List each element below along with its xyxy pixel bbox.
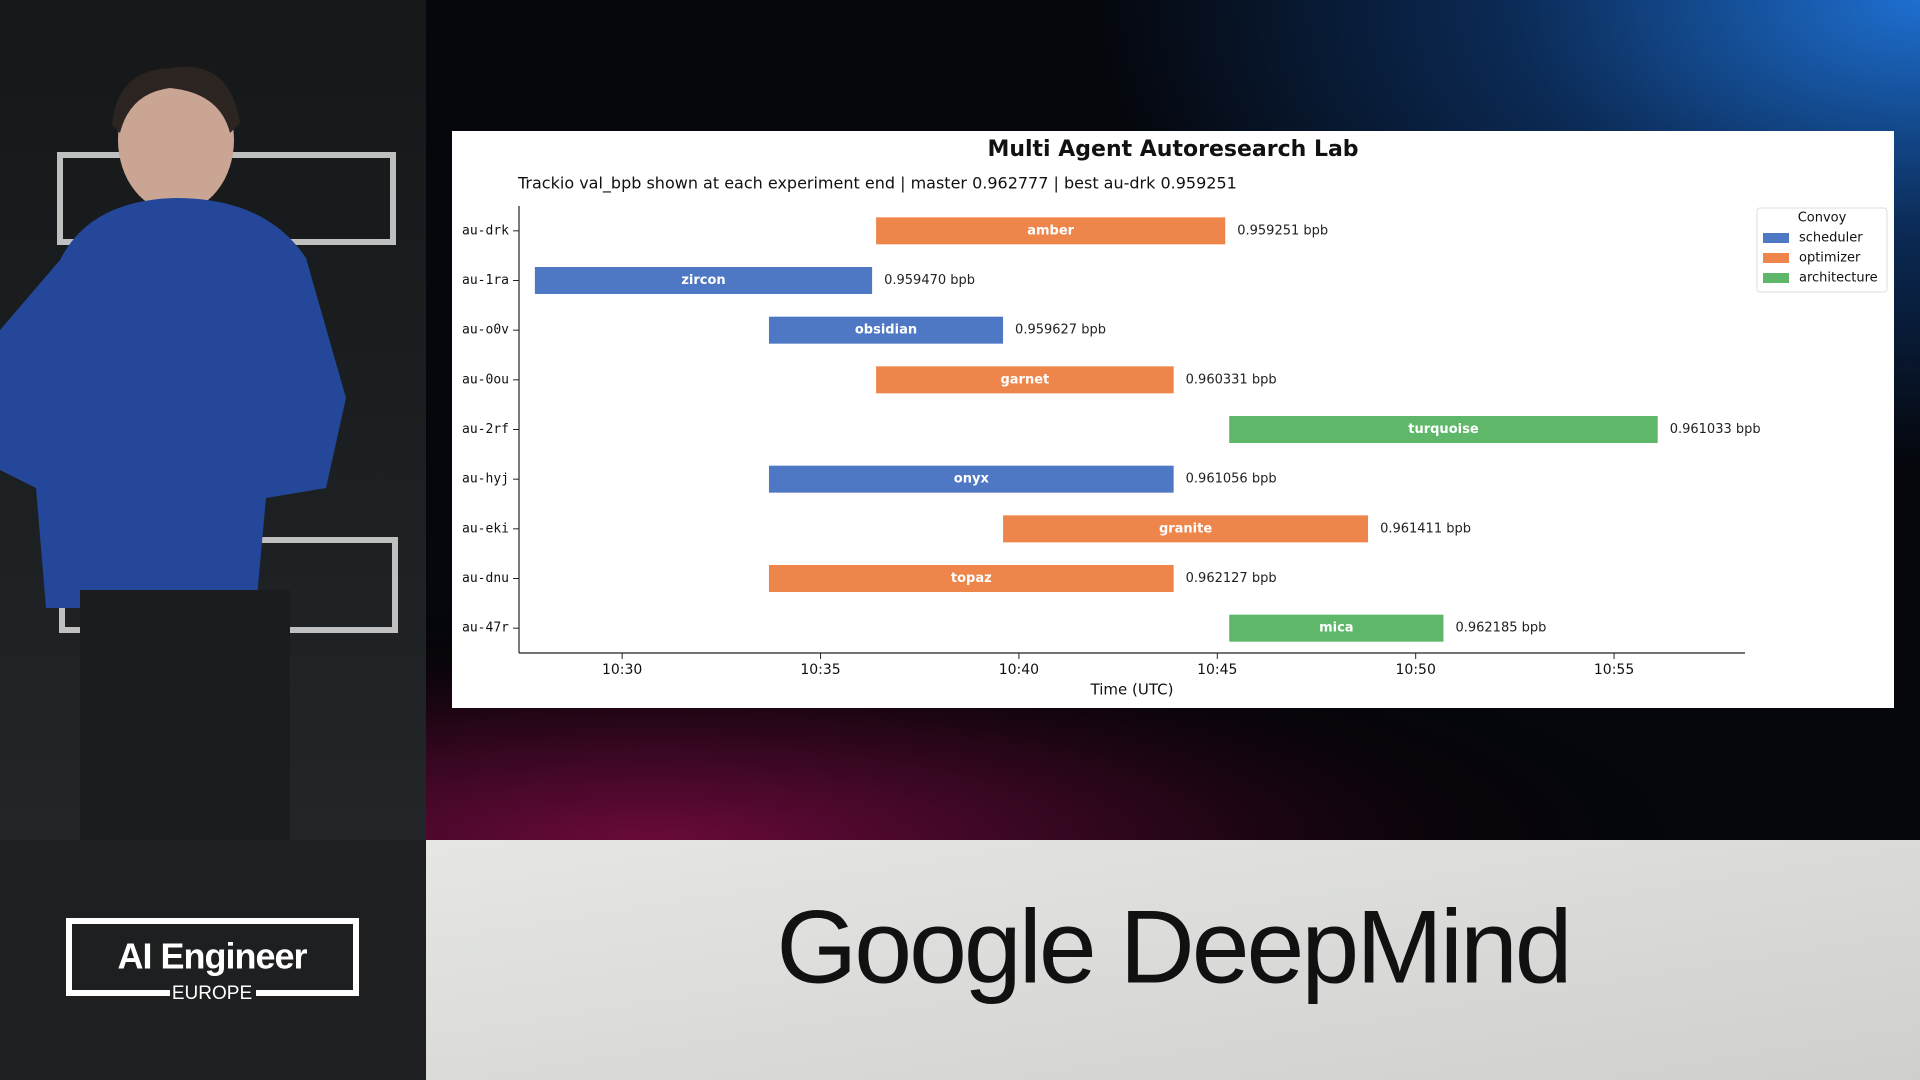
legend-swatch — [1763, 273, 1789, 283]
speaker-sweater — [0, 198, 346, 608]
y-tick-label: au-47r — [462, 621, 509, 636]
y-tick-label: au-drk — [462, 223, 509, 238]
y-tick-label: au-dnu — [462, 571, 509, 586]
event-region: EUROPE — [172, 983, 252, 1004]
bar — [876, 366, 1174, 394]
legend-box — [1756, 207, 1888, 293]
legend-swatch — [1763, 233, 1789, 243]
y-tick-label: au-0ou — [462, 372, 509, 387]
logo-gap — [170, 985, 256, 1001]
bar — [876, 217, 1226, 245]
bar-label: zircon — [681, 273, 725, 288]
value-label: 0.961056 bpb — [1186, 472, 1277, 487]
x-tick-label: 10:30 — [602, 662, 642, 678]
chart-subtitle: Trackio val_bpb shown at each experiment… — [517, 174, 1237, 194]
y-tick-label: au-2rf — [462, 422, 509, 437]
chart: Multi Agent Autoresearch Lab Trackio val… — [462, 137, 1888, 699]
x-tick-label: 10:35 — [800, 662, 840, 678]
x-axis-label: Time (UTC) — [1090, 681, 1174, 699]
y-tick-label: au-eki — [462, 521, 509, 536]
sponsor-logo: Google DeepMind — [776, 889, 1569, 1005]
bar-label: onyx — [954, 472, 990, 487]
bar-label: garnet — [1000, 372, 1049, 387]
value-label: 0.961411 bpb — [1380, 521, 1471, 536]
bar-label: mica — [1319, 621, 1353, 636]
value-label: 0.959627 bpb — [1015, 323, 1106, 338]
legend-label: scheduler — [1799, 231, 1863, 246]
bar — [768, 465, 1174, 493]
bar — [1229, 416, 1658, 443]
bar — [768, 316, 1004, 344]
bar — [1229, 614, 1444, 642]
bar-label: obsidian — [855, 323, 917, 338]
legend-label: optimizer — [1799, 251, 1861, 266]
legend-swatch — [1763, 253, 1789, 263]
value-label: 0.960331 bpb — [1186, 372, 1277, 387]
bar — [768, 565, 1174, 592]
x-tick-label: 10:50 — [1396, 662, 1436, 678]
speaker-trousers — [80, 590, 290, 840]
x-tick-label: 10:40 — [999, 662, 1039, 678]
legend-title: Convoy — [1798, 211, 1847, 226]
value-label: 0.962185 bpb — [1455, 621, 1546, 636]
y-tick-label: au-o0v — [462, 323, 509, 338]
speaker-head — [118, 68, 234, 212]
value-label: 0.959470 bpb — [884, 273, 975, 288]
bar — [1003, 515, 1369, 543]
speaker-hair — [112, 66, 240, 133]
y-tick-label: au-1ra — [462, 273, 509, 288]
x-tick-label: 10:45 — [1197, 662, 1237, 678]
y-tick-label: au-hyj — [462, 472, 509, 487]
legend-label: architecture — [1799, 271, 1878, 286]
chart-title: Multi Agent Autoresearch Lab — [987, 137, 1358, 162]
value-label: 0.961033 bpb — [1670, 422, 1761, 437]
bar-label: amber — [1027, 223, 1074, 238]
bar — [534, 267, 873, 294]
event-logo: AI Engineer — [117, 936, 307, 977]
bar-label: topaz — [951, 571, 992, 586]
value-label: 0.959251 bpb — [1237, 223, 1328, 238]
bar-label: turquoise — [1408, 422, 1479, 437]
value-label: 0.962127 bpb — [1186, 571, 1277, 586]
x-tick-label: 10:55 — [1594, 662, 1634, 678]
sponsor-panel — [426, 840, 1920, 1080]
bar-label: granite — [1159, 521, 1212, 536]
